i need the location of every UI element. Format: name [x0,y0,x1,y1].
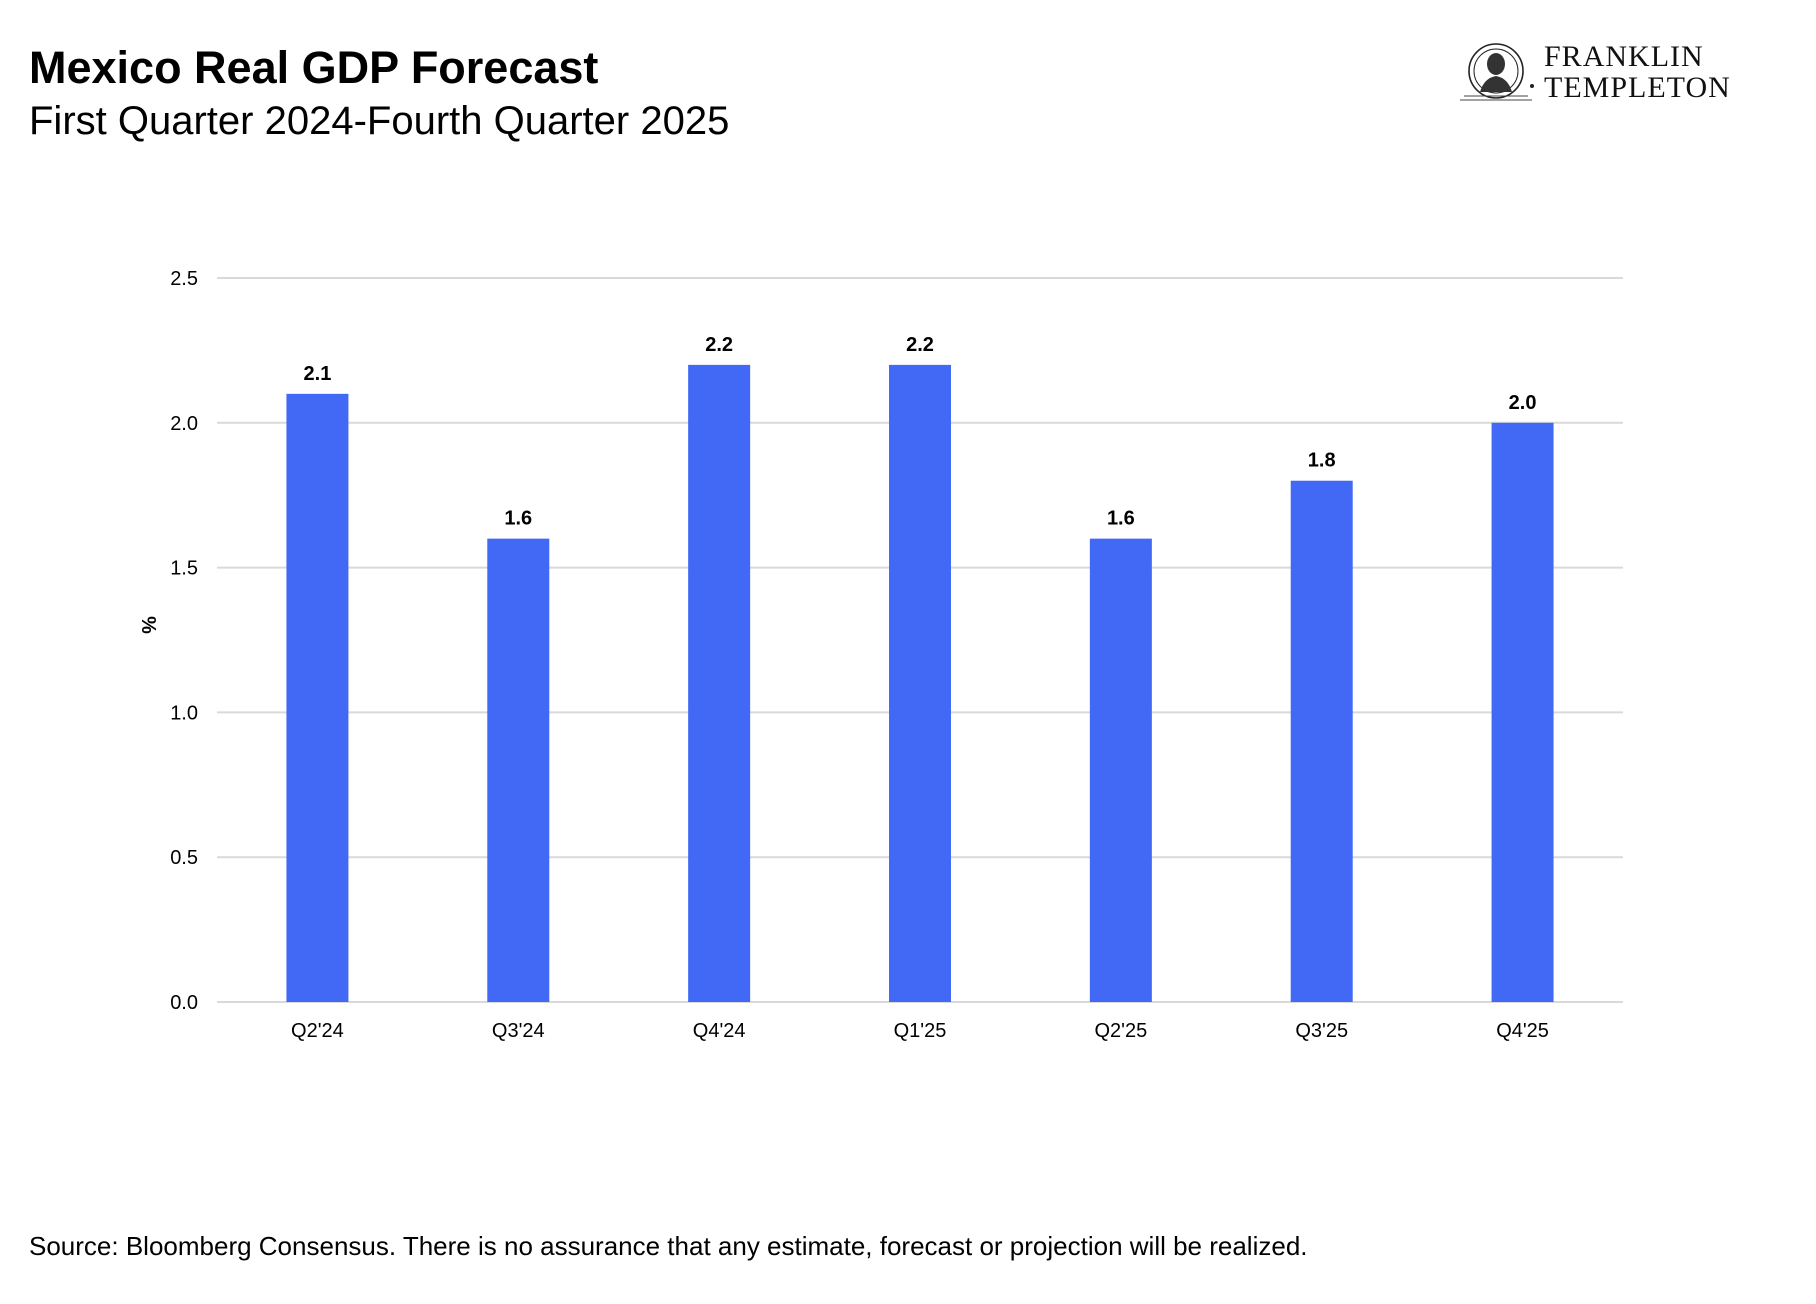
y-axis-ticks: 0.0 0.5 1.0 1.5 2.0 2.5 [170,268,198,1014]
x-axis-ticks: Q2'24 Q3'24 Q4'24 Q1'25 Q2'25 Q3'25 Q4'25 [291,1020,1549,1042]
data-labels: 2.1 1.6 2.2 2.2 1.6 1.8 2.0 [304,334,1537,530]
x-tick-label: Q4'24 [693,1020,746,1042]
chart-subtitle: First Quarter 2024-Fourth Quarter 2025 [29,99,730,143]
x-tick-label: Q2'25 [1094,1020,1147,1042]
data-label: 2.1 [304,363,332,385]
x-tick-label: Q3'25 [1295,1020,1348,1042]
y-tick-label: 2.5 [170,268,198,290]
y-tick-label: 0.5 [170,847,198,869]
data-label: 2.2 [705,334,733,356]
bar [286,393,349,1003]
x-tick-label: Q2'24 [291,1020,344,1042]
x-tick-label: Q4'25 [1496,1020,1549,1042]
bar [1089,538,1152,1002]
franklin-templeton-logo: FRANKLIN TEMPLETON [1458,38,1758,108]
bar [487,538,550,1002]
source-note: Source: Bloomberg Consensus. There is no… [29,1231,1308,1261]
bar [1290,480,1353,1003]
data-label: 1.6 [504,508,532,530]
y-tick-label: 2.0 [170,413,198,435]
data-label: 1.6 [1107,508,1135,530]
logo-wordmark: FRANKLIN TEMPLETON [1544,41,1731,103]
y-tick-label: 1.0 [170,702,198,724]
bar [1491,422,1554,1002]
y-axis-label: % [137,616,159,634]
franklin-portrait-medallion-icon [1460,43,1534,101]
bar [688,364,751,1002]
logo-line-2: TEMPLETON [1544,71,1731,104]
x-tick-label: Q3'24 [492,1020,545,1042]
x-tick-label: Q1'25 [894,1020,947,1042]
y-tick-label: 1.5 [170,558,198,580]
bars [286,364,1554,1003]
data-label: 2.0 [1509,392,1537,414]
chart-title: Mexico Real GDP Forecast [29,42,599,93]
logo-line-1: FRANKLIN [1544,40,1704,73]
bar [889,364,951,1002]
bar-chart: 0.0 0.5 1.0 1.5 2.0 2.5 2.1 1.6 2.2 2.2 1.6 1.8 2.0… [137,268,1623,1042]
y-tick-label: 0.0 [170,992,198,1014]
data-label: 2.2 [906,334,934,356]
data-label: 1.8 [1308,450,1336,472]
